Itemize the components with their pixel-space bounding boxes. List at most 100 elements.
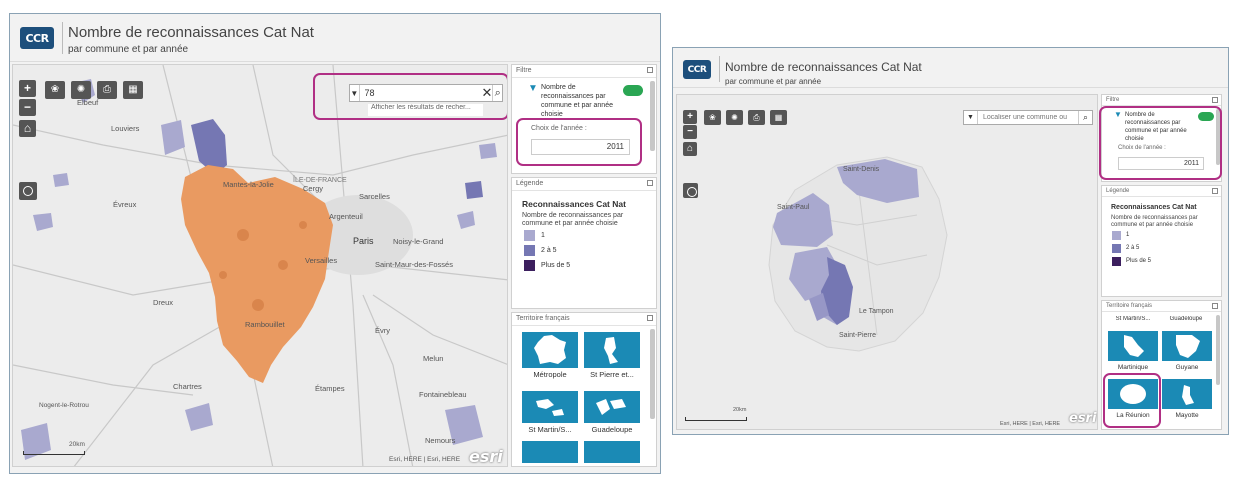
map-label-evreux: Évreux xyxy=(113,200,137,209)
maximize-icon[interactable] xyxy=(1212,97,1218,103)
close-icon: ✕ xyxy=(481,85,493,100)
map-label-saint-paul: Saint-Paul xyxy=(777,204,810,211)
legend-swatch-2-5 xyxy=(524,245,535,256)
left-app-window: CCR Nombre de reconnaissances Cat Nat pa… xyxy=(9,13,661,474)
territories-panel-title: Territoire français xyxy=(516,315,570,322)
territory-tile-la-reunion[interactable] xyxy=(1108,379,1158,409)
panel-divider xyxy=(1102,105,1221,106)
legend-subtitle: Nombre de reconnaissances par commune et… xyxy=(1111,215,1198,228)
filter-scrollbar[interactable] xyxy=(1216,109,1220,165)
basemap-button[interactable]: ❀ xyxy=(45,81,65,99)
search-box[interactable]: ▼ ⌕ xyxy=(963,110,1093,125)
filter-toggle[interactable] xyxy=(623,85,643,96)
app-subtitle: par commune et par année xyxy=(68,44,189,55)
map-label-le-tampon: Le Tampon xyxy=(859,308,894,315)
zoom-in-button[interactable]: + xyxy=(19,80,36,97)
territories-scrollbar[interactable] xyxy=(650,329,655,419)
maximize-icon[interactable] xyxy=(647,315,653,321)
legend-item-1: 1 xyxy=(1126,232,1130,238)
search-button[interactable]: ⌕ xyxy=(1078,111,1092,124)
territory-tile-mayotte[interactable] xyxy=(1162,379,1212,409)
clear-search-button[interactable]: ✕ xyxy=(482,85,493,101)
print-button[interactable]: ⎙ xyxy=(97,81,117,99)
search-suggestion[interactable]: Afficher les résultats de recher... xyxy=(368,104,483,116)
locate-button[interactable] xyxy=(683,183,698,198)
island-shape-icon xyxy=(536,399,564,416)
legend-swatch-plus5 xyxy=(1112,257,1121,266)
territory-tile-st-martin[interactable] xyxy=(522,391,578,423)
header-separator xyxy=(719,56,720,82)
map-label-ile-de-france: ÎLE-DE-FRANCE xyxy=(292,175,347,184)
scale-bar xyxy=(23,451,85,455)
search-button[interactable]: ⌕ xyxy=(492,85,502,101)
map-canvas[interactable]: Saint-Denis Saint-Paul Le Tampon Saint-P… xyxy=(677,95,1098,430)
home-button[interactable]: ⌂ xyxy=(19,120,36,137)
territory-tile-guyane[interactable] xyxy=(1162,331,1212,361)
chevron-down-icon: ▼ xyxy=(967,114,974,121)
zoom-out-button[interactable]: − xyxy=(683,125,697,139)
scale-label: 20km xyxy=(69,441,85,448)
grid-button[interactable]: ▦ xyxy=(123,81,143,99)
legend-title: Reconnaissances Cat Nat xyxy=(522,199,626,209)
legend-title: Reconnaissances Cat Nat xyxy=(1111,204,1197,211)
territory-tile-martinique[interactable] xyxy=(1108,331,1158,361)
header-separator xyxy=(62,22,63,54)
home-button[interactable]: ⌂ xyxy=(683,142,697,156)
map-label-cergy: Cergy xyxy=(303,184,323,193)
esri-logo: esri xyxy=(1069,411,1097,426)
search-input[interactable] xyxy=(359,85,482,101)
filter-scrollbar[interactable] xyxy=(650,81,655,151)
esri-logo: esri xyxy=(469,447,503,466)
maximize-icon[interactable] xyxy=(647,67,653,73)
home-icon: ⌂ xyxy=(23,121,32,135)
chevron-down-icon: ▼ xyxy=(350,88,359,98)
basemap-button[interactable]: ❀ xyxy=(704,110,721,125)
legend-swatch-plus5 xyxy=(524,260,535,271)
legend-item-2-5: 2 à 5 xyxy=(541,247,557,254)
year-input[interactable]: 2011 xyxy=(1118,157,1204,170)
map-view[interactable]: Saint-Denis Saint-Paul Le Tampon Saint-P… xyxy=(676,94,1098,430)
zoom-out-button[interactable]: − xyxy=(19,99,36,116)
map-label-etampes: Étampes xyxy=(315,384,345,393)
maximize-icon[interactable] xyxy=(1212,188,1218,194)
filter-toggle[interactable] xyxy=(1198,112,1214,121)
map-label-st-maur: Saint-Maur-des-Fossés xyxy=(375,260,453,269)
scale-label: 20km xyxy=(733,407,747,413)
print-button[interactable]: ⎙ xyxy=(748,110,765,125)
search-box[interactable]: ▼ ✕ ⌕ xyxy=(349,84,503,102)
search-source-dropdown[interactable]: ▼ xyxy=(350,85,360,101)
map-label-nogent: Nogent-le-Rotrou xyxy=(39,402,89,409)
territory-label-st-martin: St Martin/S... xyxy=(528,425,572,434)
territory-tile-st-pierre[interactable] xyxy=(584,332,640,368)
territory-tile-next[interactable] xyxy=(584,441,640,463)
app-title: Nombre de reconnaissances Cat Nat xyxy=(725,60,922,74)
legend-swatch-1 xyxy=(524,230,535,241)
year-label: Choix de l'année : xyxy=(531,125,587,132)
territory-tile-guadeloupe[interactable] xyxy=(584,391,640,423)
legend-panel: Légende Reconnaissances Cat Nat Nombre d… xyxy=(1101,185,1222,297)
map-canvas[interactable]: ÎLE-DE-FRANCE Cergy Sarcelles Argenteuil… xyxy=(13,65,508,467)
year-label: Choix de l'année : xyxy=(1118,145,1166,151)
territory-tile-next[interactable] xyxy=(522,441,578,463)
legend-panel-title: Légende xyxy=(1106,188,1130,194)
grid-button[interactable]: ▦ xyxy=(770,110,787,125)
search-source-dropdown[interactable]: ▼ xyxy=(964,111,978,124)
panel-divider xyxy=(512,325,656,326)
territory-label-st-pierre: St Pierre et... xyxy=(590,370,634,379)
territories-scrollbar[interactable] xyxy=(1216,315,1220,385)
year-input[interactable]: 2011 xyxy=(531,139,630,155)
map-view[interactable]: ÎLE-DE-FRANCE Cergy Sarcelles Argenteuil… xyxy=(12,64,508,467)
legend-item-plus5: Plus de 5 xyxy=(1126,258,1152,264)
territory-label-st-martin: St Martin/S... xyxy=(1115,316,1151,322)
maximize-icon[interactable] xyxy=(647,180,653,186)
search-input[interactable] xyxy=(978,111,1078,124)
layer-list-button[interactable]: ✺ xyxy=(71,81,91,99)
layer-list-button[interactable]: ✺ xyxy=(726,110,743,125)
locate-button[interactable] xyxy=(19,182,37,200)
maximize-icon[interactable] xyxy=(1212,303,1218,309)
territory-tile-metropole[interactable] xyxy=(522,332,578,368)
zoom-in-button[interactable]: + xyxy=(683,110,697,124)
bulb-icon: ✺ xyxy=(731,113,738,122)
legend-item-2-5: 2 à 5 xyxy=(1126,245,1140,251)
left-app-header: CCR Nombre de reconnaissances Cat Nat pa… xyxy=(10,14,660,62)
